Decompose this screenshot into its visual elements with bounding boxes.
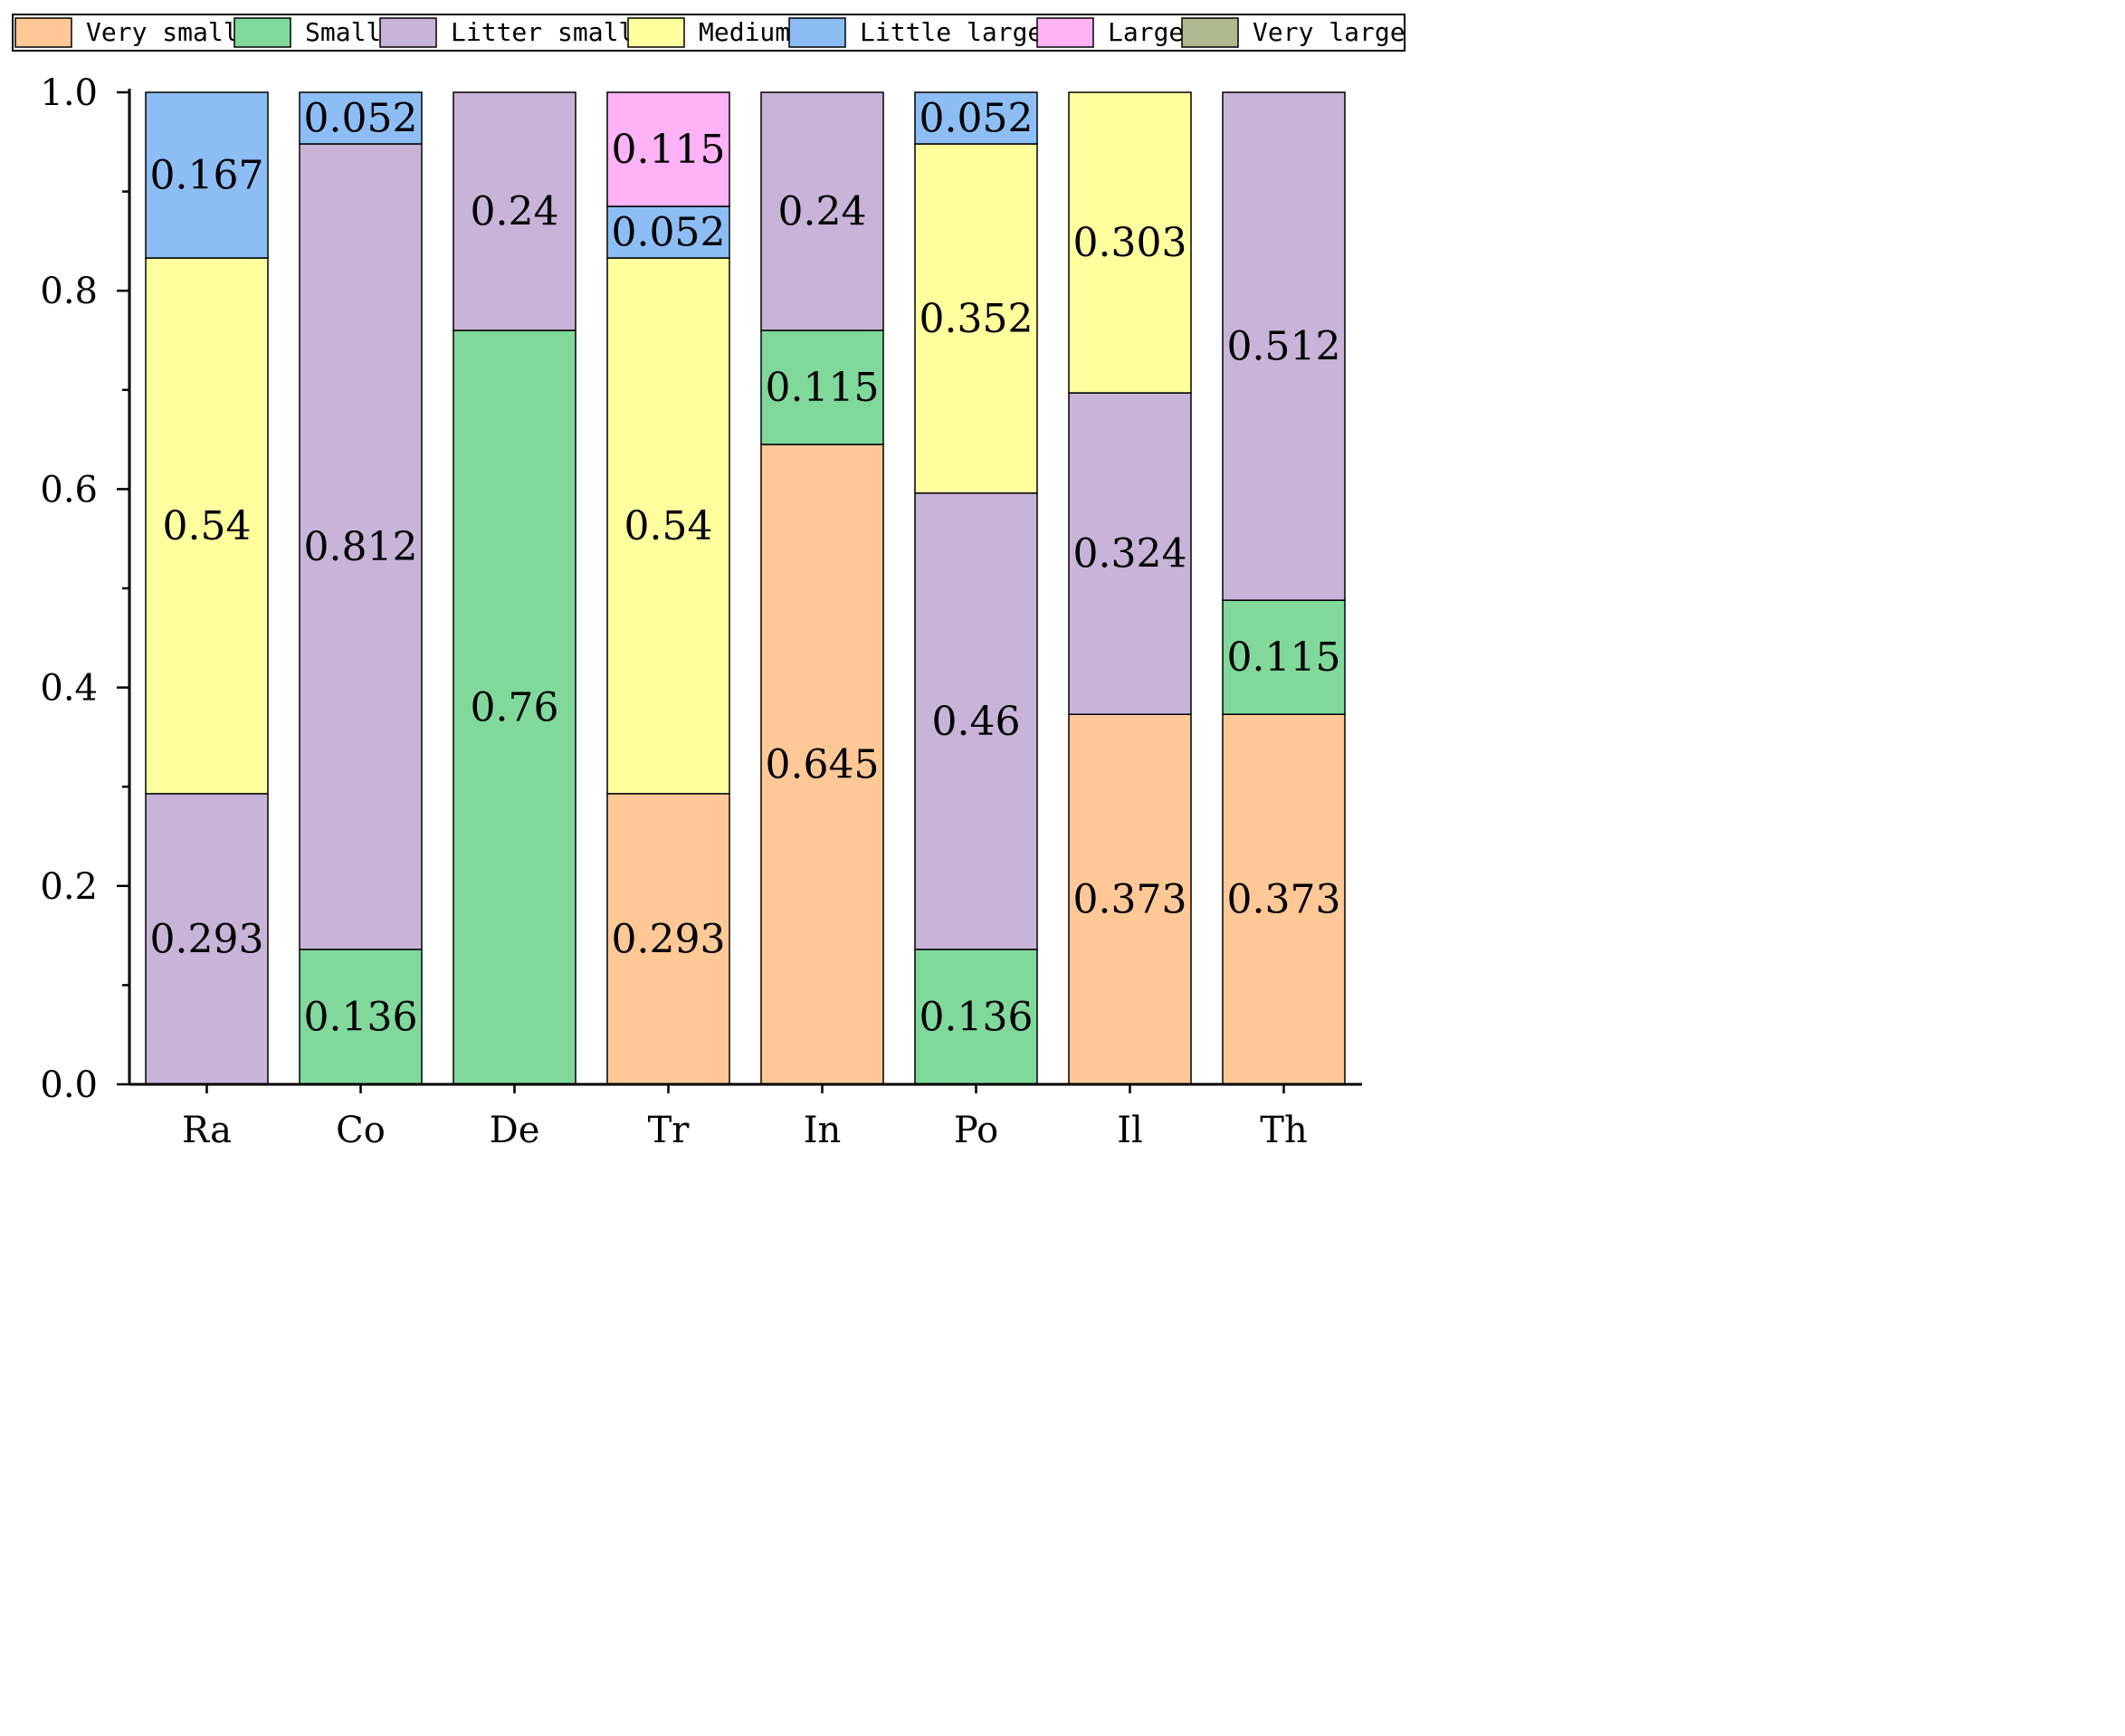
bar-segment-th-litter-small <box>1222 91 1346 601</box>
legend-label-very-small: Very small <box>86 17 239 47</box>
x-category-label-th: Th <box>1260 1110 1307 1151</box>
bar-segment-in-litter-small <box>760 91 884 331</box>
data-label-in-very-small: 0.645 <box>766 742 880 788</box>
data-label-in-litter-small: 0.24 <box>778 189 867 235</box>
data-label-po-little-large: 0.052 <box>920 95 1034 141</box>
data-label-tr-medium: 0.54 <box>624 503 713 549</box>
legend-label-very-large: Very large <box>1253 17 1406 47</box>
bar-segment-tr-medium <box>606 257 730 795</box>
data-label-il-litter-small: 0.324 <box>1073 531 1187 577</box>
x-category-label-ra: Ra <box>182 1110 232 1151</box>
legend-swatch-very-small <box>14 17 72 48</box>
legend: Very small Small Litter small Medium Little … <box>12 14 1406 52</box>
bar-segment-th-very-small <box>1222 713 1346 1085</box>
data-label-th-very-small: 0.373 <box>1227 877 1341 923</box>
bar-segment-de-litter-small <box>453 91 577 331</box>
legend-label-litter-small: Litter small <box>451 17 634 47</box>
x-category-label-po: Po <box>954 1110 998 1151</box>
y-tick-label: 0.8 <box>40 271 98 312</box>
data-labels: 0.293 0.54 0.167 0.136 0.812 0.052 0.76 0.24 0.2… <box>150 95 1341 1040</box>
data-label-th-small: 0.115 <box>1227 634 1341 681</box>
legend-swatch-medium <box>627 17 685 48</box>
bar-segment-tr-very-small <box>606 793 730 1085</box>
bar-segment-th-small <box>1222 599 1346 715</box>
bar-segment-tr-large <box>606 91 730 207</box>
bar-segment-po-medium <box>914 143 1038 494</box>
bar-segment-co-little-large <box>299 91 423 145</box>
data-label-th-litter-small: 0.512 <box>1227 324 1341 370</box>
data-label-il-medium: 0.303 <box>1073 220 1187 266</box>
bar-segment-po-little-large <box>914 91 1038 145</box>
data-label-ra-litter-small: 0.293 <box>150 916 264 962</box>
legend-swatch-little-large <box>788 17 846 48</box>
x-category-label-co: Co <box>336 1110 386 1151</box>
x-category-label-de: De <box>490 1110 540 1151</box>
data-label-tr-little-large: 0.052 <box>612 210 726 256</box>
data-label-po-litter-small: 0.46 <box>932 699 1021 745</box>
data-label-tr-very-small: 0.293 <box>612 916 726 962</box>
legend-swatch-very-large <box>1181 17 1239 48</box>
y-tick-label: 0.0 <box>40 1064 98 1106</box>
data-label-de-small: 0.76 <box>471 685 559 731</box>
data-label-in-small: 0.115 <box>766 365 880 411</box>
bar-segment-ra-litter-small <box>145 793 269 1085</box>
bar-segment-co-small <box>299 949 423 1085</box>
data-label-co-small: 0.136 <box>304 994 418 1040</box>
legend-swatch-litter-small <box>379 17 437 48</box>
axes: 0.0 0.2 0.4 0.6 0.8 1.0 Ra Co De Tr In Po Il Th <box>40 72 1362 1151</box>
stacked-bar-chart: Very small Small Litter small Medium Little … <box>12 14 1406 1151</box>
data-label-po-medium: 0.352 <box>920 296 1034 342</box>
bar-segment-in-small <box>760 329 884 445</box>
bar-segment-co-litter-small <box>299 143 423 950</box>
legend-swatch-large <box>1036 17 1094 48</box>
bar-segment-il-very-small <box>1068 713 1192 1085</box>
data-label-de-litter-small: 0.24 <box>471 189 559 235</box>
y-tick-label: 0.4 <box>40 668 98 710</box>
legend-label-little-large: Little large <box>860 17 1043 47</box>
x-category-label-tr: Tr <box>648 1110 691 1151</box>
data-label-tr-large: 0.115 <box>612 127 726 173</box>
data-label-co-little-large: 0.052 <box>304 95 418 141</box>
data-label-po-small: 0.136 <box>920 994 1034 1040</box>
legend-label-large: Large <box>1108 17 1184 47</box>
legend-swatch-small <box>233 17 291 48</box>
y-tick-label: 0.6 <box>40 469 98 510</box>
data-label-ra-medium: 0.54 <box>163 503 252 549</box>
bars <box>145 91 1346 1085</box>
bar-segment-de-small <box>453 329 577 1085</box>
bar-segment-po-litter-small <box>914 492 1038 950</box>
bar-segment-il-medium <box>1068 91 1192 394</box>
data-label-co-litter-small: 0.812 <box>304 524 418 570</box>
data-label-il-very-small: 0.373 <box>1073 877 1187 923</box>
y-tick-label: 0.2 <box>40 866 98 908</box>
data-label-ra-little-large: 0.167 <box>150 153 264 199</box>
x-category-label-il: Il <box>1117 1110 1143 1151</box>
bar-segment-po-small <box>914 949 1038 1085</box>
y-tick-label: 1.0 <box>40 72 98 114</box>
legend-label-small: Small <box>305 17 381 47</box>
legend-label-medium: Medium <box>699 17 790 47</box>
bar-segment-ra-little-large <box>145 91 269 259</box>
x-category-label-in: In <box>804 1110 842 1151</box>
bar-segment-tr-little-large <box>606 205 730 259</box>
